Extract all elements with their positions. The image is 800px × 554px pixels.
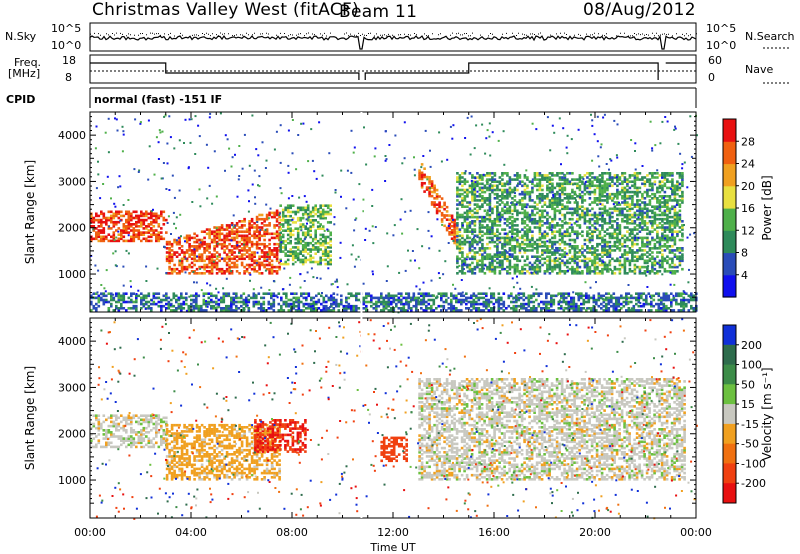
- nsearch-tick-high: 10^5: [706, 22, 737, 35]
- colorbar-swatch: [723, 483, 736, 504]
- power-echo-region: [90, 292, 698, 312]
- velocity-y-tick-label: 1000: [58, 474, 86, 487]
- frequency-line: [90, 62, 696, 80]
- x-tick-label: 04:00: [175, 526, 207, 539]
- power-echo-region: [418, 163, 459, 247]
- freq-tick-high: 18: [62, 54, 76, 67]
- colorbar-swatch: [723, 325, 736, 346]
- velocity-y-axis-label: Slant Range [km]: [23, 366, 37, 470]
- velocity-echo-region: [90, 414, 168, 449]
- colorbar-swatch: [723, 344, 736, 366]
- power-y-tick-label: 4000: [58, 129, 86, 142]
- colorbar-swatch: [723, 404, 736, 425]
- colorbar-tick-label: 100: [741, 359, 762, 372]
- colorbar-swatch: [723, 364, 736, 385]
- colorbar-tick-label: -200: [741, 477, 766, 490]
- colorbar-swatch: [723, 208, 736, 231]
- colorbar-tick-label: 20: [741, 180, 755, 193]
- power-echo-region: [165, 209, 281, 275]
- colorbar-tick-label: 12: [741, 224, 755, 237]
- colorbar-swatch: [723, 252, 736, 276]
- beam-title: Beam 11: [339, 2, 418, 22]
- power-y-tick-label: 2000: [58, 222, 86, 235]
- colorbar-tick-label: 15: [741, 398, 755, 411]
- colorbar-swatch: [723, 163, 736, 187]
- nsearch-tick-low: 10^0: [706, 39, 737, 52]
- cpid-label: CPID: [6, 93, 36, 106]
- x-tick-label: 00:00: [74, 526, 106, 539]
- nsearch-line: [90, 32, 697, 37]
- colorbar-tick-label: 8: [741, 247, 748, 260]
- power-panel: [89, 111, 739, 314]
- x-tick-label: 16:00: [478, 526, 510, 539]
- nsky-tick-low: 10^0: [51, 39, 82, 52]
- colorbar-tick-label: -15: [741, 418, 759, 431]
- velocity-y-tick-label: 4000: [58, 335, 86, 348]
- colorbar-swatch: [723, 423, 736, 445]
- velocity-colorbar-label: Velocity [m s⁻¹]: [760, 367, 774, 460]
- power-echo-region: [456, 172, 684, 275]
- x-axis-label: Time UT: [369, 541, 415, 554]
- colorbar-swatch: [723, 185, 736, 209]
- colorbar-tick-label: 4: [741, 269, 748, 282]
- colorbar-tick-label: 28: [741, 135, 755, 148]
- colorbar-frame: [722, 324, 737, 504]
- nave-tick-high: 60: [708, 54, 722, 67]
- power-colorbar: [722, 118, 739, 298]
- nave-tick-low: 0: [708, 71, 715, 84]
- power-y-axis-label: Slant Range [km]: [23, 160, 37, 264]
- power-y-tick-label: 1000: [58, 268, 86, 281]
- colorbar-swatch: [723, 384, 736, 405]
- freq-label: Freq.: [14, 56, 42, 69]
- x-tick-label: 00:00: [680, 526, 712, 539]
- colorbar-tick-label: 16: [741, 202, 755, 215]
- power-y-tick-label: 3000: [58, 175, 86, 188]
- freq-tick-low: 8: [65, 71, 72, 84]
- colorbar-swatch: [723, 119, 736, 142]
- x-tick-label: 12:00: [377, 526, 409, 539]
- colorbar-swatch: [723, 443, 736, 464]
- colorbar-tick-label: 50: [741, 378, 755, 391]
- x-tick-label: 08:00: [276, 526, 308, 539]
- colorbar-swatch: [723, 230, 736, 254]
- velocity-echo-region: [380, 436, 408, 463]
- nsky-line: [89, 34, 697, 50]
- x-tick-label: 20:00: [579, 526, 611, 539]
- colorbar-swatch: [723, 141, 736, 165]
- freq-unit: [MHz]: [8, 67, 41, 80]
- colorbar-tick-label: -50: [741, 438, 759, 451]
- nave-label: Nave: [745, 63, 774, 76]
- cpid-value: normal (fast) -151 IF: [94, 93, 223, 106]
- colorbar-swatch: [723, 463, 736, 484]
- velocity-y-tick-label: 2000: [58, 428, 86, 441]
- nsky-label: N.Sky: [5, 30, 37, 43]
- colorbar-swatch: [723, 274, 736, 298]
- radar-title: Christmas Valley West (fitACF): [92, 0, 360, 20]
- date-title: 08/Aug/2012: [583, 0, 696, 20]
- colorbar-tick-label: 200: [741, 339, 762, 352]
- velocity-colorbar: [722, 324, 739, 504]
- velocity-panel: [89, 317, 739, 520]
- power-echo-region: [90, 210, 168, 243]
- nsearch-label: N.Search: [745, 30, 795, 43]
- power-echo-region: [279, 204, 332, 266]
- power-colorbar-label: Power [dB]: [760, 175, 774, 240]
- nsky-tick-high: 10^5: [51, 22, 82, 35]
- colorbar-tick-label: 24: [741, 158, 755, 171]
- freq-panel: [89, 54, 697, 84]
- velocity-y-tick-label: 3000: [58, 381, 86, 394]
- colorbar-tick-label: -100: [741, 457, 766, 470]
